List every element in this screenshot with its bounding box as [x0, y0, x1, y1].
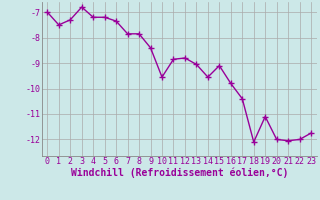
X-axis label: Windchill (Refroidissement éolien,°C): Windchill (Refroidissement éolien,°C) — [70, 168, 288, 178]
